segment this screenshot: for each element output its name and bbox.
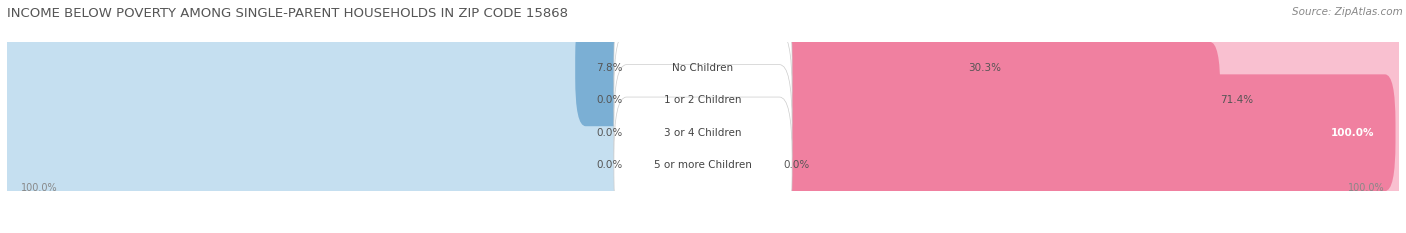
FancyBboxPatch shape xyxy=(759,58,1406,207)
Text: 3 or 4 Children: 3 or 4 Children xyxy=(664,128,742,138)
Text: 100.0%: 100.0% xyxy=(1348,183,1385,193)
Text: 30.3%: 30.3% xyxy=(969,63,1001,73)
Text: 0.0%: 0.0% xyxy=(596,160,623,170)
Text: 100.0%: 100.0% xyxy=(21,183,58,193)
FancyBboxPatch shape xyxy=(762,10,969,126)
FancyBboxPatch shape xyxy=(0,0,1406,164)
FancyBboxPatch shape xyxy=(575,10,644,126)
Text: 0.0%: 0.0% xyxy=(783,160,810,170)
FancyBboxPatch shape xyxy=(0,4,1406,196)
Text: 0.0%: 0.0% xyxy=(596,95,623,105)
FancyBboxPatch shape xyxy=(0,26,647,175)
FancyBboxPatch shape xyxy=(614,32,792,168)
Text: 7.8%: 7.8% xyxy=(596,63,623,73)
Text: 0.0%: 0.0% xyxy=(596,128,623,138)
FancyBboxPatch shape xyxy=(762,74,1396,191)
FancyBboxPatch shape xyxy=(0,58,647,207)
FancyBboxPatch shape xyxy=(614,0,792,136)
FancyBboxPatch shape xyxy=(0,37,1406,229)
FancyBboxPatch shape xyxy=(759,26,1406,175)
FancyBboxPatch shape xyxy=(614,65,792,201)
FancyBboxPatch shape xyxy=(0,69,1406,233)
Text: 1 or 2 Children: 1 or 2 Children xyxy=(664,95,742,105)
FancyBboxPatch shape xyxy=(0,91,647,233)
Text: Source: ZipAtlas.com: Source: ZipAtlas.com xyxy=(1292,7,1403,17)
FancyBboxPatch shape xyxy=(759,91,1406,233)
Text: 100.0%: 100.0% xyxy=(1331,128,1375,138)
FancyBboxPatch shape xyxy=(759,0,1406,142)
Text: 71.4%: 71.4% xyxy=(1220,95,1254,105)
FancyBboxPatch shape xyxy=(762,42,1220,159)
FancyBboxPatch shape xyxy=(0,0,647,142)
Text: INCOME BELOW POVERTY AMONG SINGLE-PARENT HOUSEHOLDS IN ZIP CODE 15868: INCOME BELOW POVERTY AMONG SINGLE-PARENT… xyxy=(7,7,568,20)
Text: 5 or more Children: 5 or more Children xyxy=(654,160,752,170)
FancyBboxPatch shape xyxy=(614,97,792,233)
Text: No Children: No Children xyxy=(672,63,734,73)
